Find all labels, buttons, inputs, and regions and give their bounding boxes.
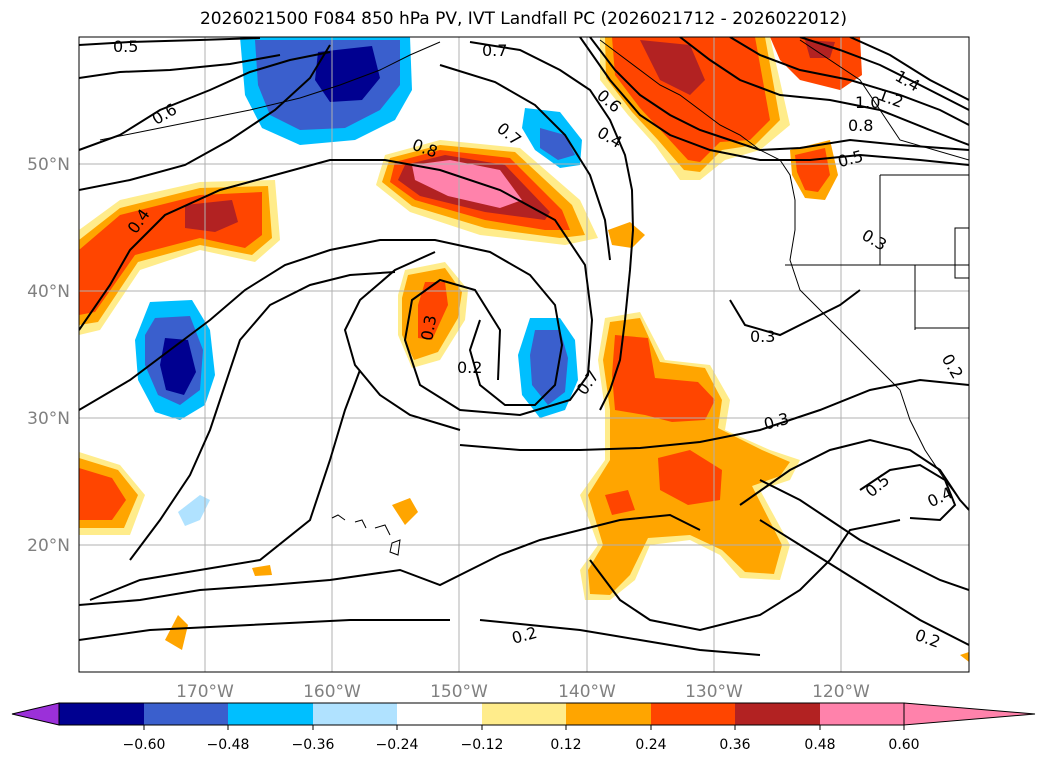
- contour-label: 0.3: [417, 314, 440, 342]
- colorbar-segment: [313, 703, 397, 725]
- colorbar-segment: [397, 703, 482, 725]
- pos-anomaly-small: [392, 498, 418, 525]
- pos-anomaly-west: [185, 200, 238, 232]
- contour-label: 0.2: [457, 358, 482, 377]
- lon-label: 130°W: [685, 682, 743, 702]
- pos-anomaly-small: [960, 652, 969, 662]
- colorbar-tick: −0.36: [292, 737, 335, 753]
- colorbar-tick: 0.60: [888, 737, 919, 753]
- colorbar-tick: −0.60: [123, 737, 166, 753]
- contour-label: 0.7: [482, 41, 507, 60]
- colorbar-tick: −0.48: [207, 737, 250, 753]
- colorbar-tick: −0.12: [461, 737, 504, 753]
- colorbar-segment: [651, 703, 735, 725]
- neg-anomaly-west: [160, 338, 196, 395]
- lon-axis: 170°W 160°W 150°W 140°W 130°W 120°W: [176, 682, 870, 702]
- colorbar-tick: 0.36: [719, 737, 750, 753]
- colorbar-segment: [566, 703, 651, 725]
- colorbar-extend-low: [11, 702, 60, 726]
- lon-label: 140°W: [558, 682, 616, 702]
- contour-label: 0.5: [113, 37, 138, 56]
- contour-label: 0.8: [848, 116, 873, 135]
- neg-anomaly-north: [540, 128, 575, 160]
- pos-anomaly-sw: [79, 468, 126, 520]
- pos-anomaly-subtropical: [658, 450, 722, 505]
- coastlines: [99, 39, 969, 556]
- contour-label: 0.2: [938, 351, 967, 383]
- lat-axis: 20°N 30°N 40°N 50°N: [27, 155, 70, 556]
- colorbar-tick: 0.24: [635, 737, 666, 753]
- colorbar-segment: [59, 703, 144, 725]
- colorbar-tick: 0.48: [804, 737, 835, 753]
- colorbar-segment: [820, 703, 904, 725]
- pos-anomaly-small: [252, 565, 272, 576]
- lon-label: 150°W: [430, 682, 488, 702]
- pos-anomaly-bc: [640, 40, 705, 95]
- neg-anomaly-small: [178, 495, 210, 526]
- lat-label: 40°N: [27, 282, 70, 302]
- lon-label: 120°W: [812, 682, 870, 702]
- lat-label: 50°N: [27, 155, 70, 175]
- pos-anomaly-small: [165, 615, 188, 650]
- contour-label: 0.5: [862, 470, 894, 501]
- contour-label: 0.2: [510, 623, 540, 648]
- colorbar-segment: [144, 703, 228, 725]
- map-title: 2026021500 F084 850 hPa PV, IVT Landfall…: [199, 9, 847, 29]
- pos-anomaly-mid: [418, 282, 448, 340]
- lat-label: 30°N: [27, 409, 70, 429]
- neg-anomaly-mid: [530, 330, 568, 405]
- lat-label: 20°N: [27, 536, 70, 556]
- plot-frame: [78, 36, 970, 673]
- colorbar-segment: [228, 703, 313, 725]
- contour-label: 0.3: [762, 409, 792, 434]
- pos-anomaly-bc: [805, 40, 835, 58]
- contour-label: 0.3: [859, 225, 891, 254]
- lon-label: 160°W: [303, 682, 361, 702]
- pos-anomaly-subtropical: [612, 335, 715, 422]
- contour-label: 0.7: [493, 119, 525, 150]
- colorbar: −0.60 −0.48 −0.36 −0.24 −0.12 0.12 0.24 …: [11, 702, 1036, 753]
- contour-label: 0.3: [750, 327, 775, 346]
- pos-anomaly-small: [608, 222, 645, 248]
- pv-contours: [79, 37, 969, 656]
- colorbar-segment: [735, 703, 820, 725]
- pv-fill-layer: [79, 37, 969, 662]
- lon-label: 170°W: [176, 682, 234, 702]
- colorbar-segment: [482, 703, 566, 725]
- colorbar-extend-high: [903, 702, 1036, 726]
- contour-label: 1.0: [855, 93, 880, 112]
- contour-label: 0.5: [836, 146, 866, 171]
- pos-anomaly-subtropical: [605, 490, 635, 515]
- pos-anomaly-gulf: [412, 160, 522, 208]
- colorbar-tick: −0.24: [376, 737, 419, 753]
- colorbar-tick: 0.12: [550, 737, 581, 753]
